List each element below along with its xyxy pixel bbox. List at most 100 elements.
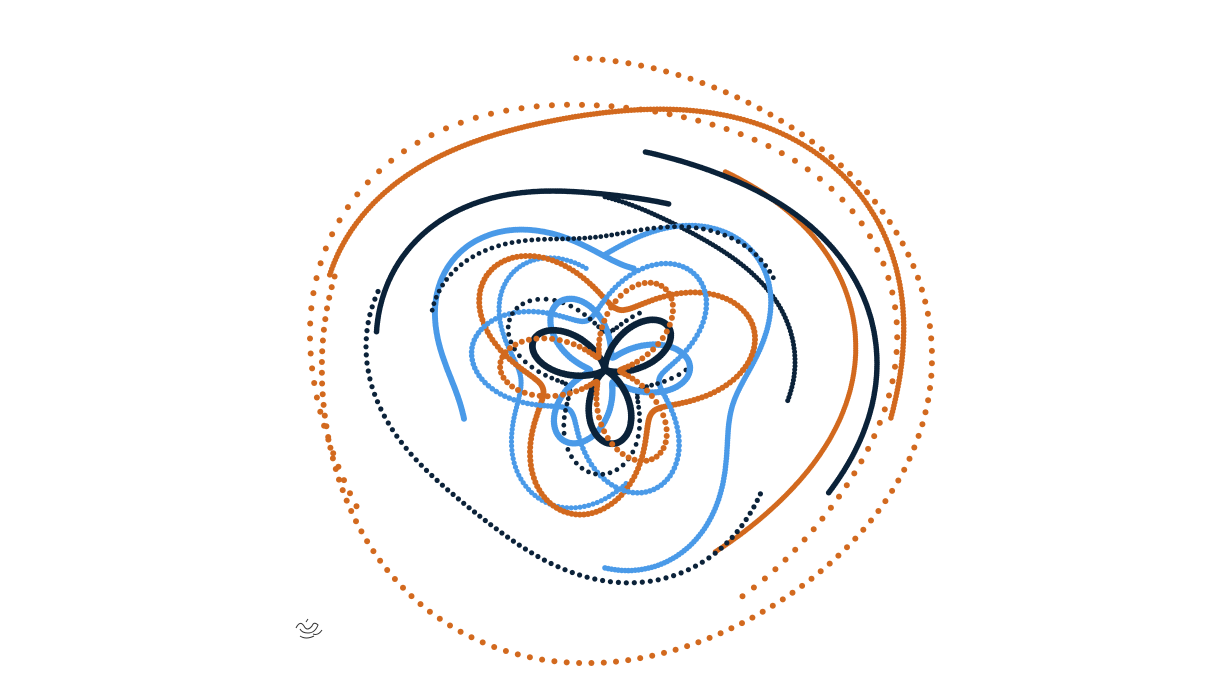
dot: [322, 245, 329, 252]
dot: [637, 655, 644, 662]
dot: [436, 615, 443, 622]
dot: [668, 314, 675, 321]
dot: [893, 229, 900, 236]
dot: [600, 577, 606, 584]
dot: [739, 593, 746, 600]
dot: [573, 505, 579, 511]
dot: [497, 364, 504, 371]
dot: [544, 393, 551, 400]
dot: [711, 84, 718, 91]
dot: [563, 408, 568, 413]
dot: [667, 260, 674, 267]
dot: [540, 309, 546, 316]
dot: [639, 355, 646, 362]
dot: [533, 402, 539, 408]
dot: [573, 55, 580, 62]
dot: [729, 235, 734, 241]
dot: [510, 456, 516, 462]
dot: [542, 236, 547, 242]
dot: [723, 126, 730, 132]
dot: [658, 282, 665, 289]
dot: [560, 236, 565, 242]
dot: [586, 55, 593, 62]
dot: [573, 460, 579, 466]
dot: [703, 305, 709, 312]
dot: [653, 261, 660, 268]
dot: [497, 359, 504, 366]
dot: [844, 544, 850, 551]
dot: [564, 101, 570, 108]
dot: [669, 301, 676, 308]
dot: [598, 234, 604, 240]
dot: [527, 453, 534, 460]
dot: [658, 260, 664, 267]
dot: [541, 335, 548, 342]
dot: [525, 308, 532, 315]
dot: [767, 269, 773, 274]
dot: [895, 477, 902, 484]
dot: [737, 131, 744, 138]
dot: [347, 490, 353, 497]
dot: [466, 505, 472, 511]
dot: [648, 393, 655, 399]
dot: [635, 399, 641, 405]
dot: [695, 117, 702, 124]
dot: [676, 442, 682, 449]
dot: [874, 246, 881, 253]
dot: [915, 432, 922, 439]
dot: [635, 281, 642, 288]
dot: [889, 289, 896, 296]
dot: [675, 433, 682, 440]
dot: [447, 622, 453, 629]
dot: [319, 348, 326, 355]
dot: [565, 396, 571, 402]
dot: [370, 548, 377, 555]
dot: [687, 289, 694, 296]
dot: [634, 378, 641, 385]
dot: [502, 241, 508, 247]
dot: [502, 648, 509, 654]
dot: [892, 363, 898, 370]
dot: [706, 634, 713, 641]
dot: [457, 628, 464, 635]
dot: [336, 476, 342, 483]
dot: [885, 274, 892, 281]
dot: [464, 258, 470, 263]
dot: [327, 444, 334, 451]
dot: [644, 263, 651, 270]
dot: [875, 508, 882, 514]
dot: [596, 414, 602, 421]
dot: [353, 503, 360, 510]
dot: [566, 390, 573, 397]
dot: [849, 208, 856, 215]
dot: [630, 314, 635, 320]
dot: [676, 372, 682, 378]
dot: [522, 253, 529, 259]
dot: [828, 185, 835, 192]
dot: [533, 335, 540, 342]
dot: [828, 154, 835, 161]
dot: [562, 567, 568, 573]
dot: [453, 266, 459, 272]
dot: [434, 477, 440, 483]
dot: [508, 439, 515, 445]
dot: [678, 290, 685, 297]
dot: [503, 107, 510, 114]
dot: [754, 497, 760, 503]
dot: [577, 504, 583, 510]
dot: [309, 365, 316, 372]
dot: [827, 504, 834, 511]
dot: [928, 335, 935, 342]
dot: [609, 441, 616, 448]
dot: [329, 231, 336, 238]
dot: [310, 290, 317, 297]
dot: [608, 482, 615, 488]
dot: [701, 226, 706, 232]
dot: [500, 374, 507, 381]
dot: [565, 447, 571, 452]
dot: [630, 489, 636, 496]
dot: [692, 563, 699, 569]
dot: [363, 336, 369, 342]
dot: [595, 341, 602, 348]
dot: [512, 341, 519, 348]
